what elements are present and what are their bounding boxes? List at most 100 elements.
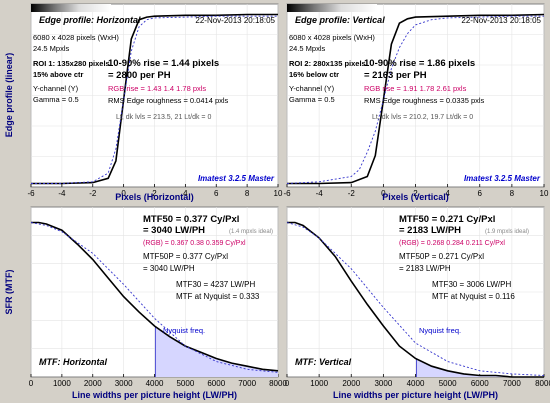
imatest-watermark: Imatest 3.2.5 Master	[198, 174, 275, 183]
y-axis-label-edge: Edge profile (linear)	[4, 53, 14, 138]
image-size: 6080 x 4028 pixels (WxH)	[33, 33, 119, 42]
tick-label: -6	[27, 189, 35, 198]
timestamp: 22-Nov-2013 20:18:05	[195, 16, 275, 25]
tick-label: -2	[348, 189, 356, 198]
nyquist-label: Nyquist freq.	[419, 326, 461, 335]
edge-gradient-strip	[31, 4, 111, 12]
series-ideal	[30, 222, 279, 373]
imatest-watermark: Imatest 3.2.5 Master	[464, 174, 541, 183]
tick-label: 4	[445, 189, 450, 198]
mtf30-value: MTF30 = 4237 LW/PH	[176, 280, 255, 289]
rgb-rise: RGB rise = 1.91 1.78 2.61 pxls	[364, 84, 467, 93]
tick-label: 6	[478, 189, 483, 198]
mtf30-value: MTF30 = 3006 LW/PH	[432, 280, 511, 289]
tick-label: 8	[510, 189, 515, 198]
gamma: Gamma = 0.5	[289, 95, 335, 104]
nyquist-label: Nyquist freq.	[163, 326, 205, 335]
mtf50-lwph: = 2183 LW/PH	[399, 225, 461, 236]
rise-value: 10-90% rise = 1.44 pixels	[108, 58, 219, 69]
tick-label: -6	[283, 189, 291, 198]
tick-label: 6	[214, 189, 219, 198]
panel-title: Edge profile: Vertical	[295, 15, 385, 25]
series-measured	[31, 221, 279, 372]
tick-label: 7000	[503, 379, 521, 388]
mtf50p-value: MTF50P = 0.271 Cy/Pxl	[399, 252, 484, 261]
x-axis-label: Pixels (Horizontal)	[115, 192, 194, 202]
image-size: 6080 x 4028 pixels (WxH)	[289, 33, 375, 42]
tick-label: 2	[413, 189, 418, 198]
timestamp: 22-Nov-2013 20:18:05	[461, 16, 541, 25]
edge-gradient-strip	[287, 4, 377, 12]
mtf-at-nyquist: MTF at Nyquist = 0.116	[432, 292, 515, 301]
x-axis-label: Pixels (Vertical)	[382, 192, 449, 202]
gamma: Gamma = 0.5	[33, 95, 79, 104]
tick-label: -4	[58, 189, 66, 198]
tick-label: 2000	[342, 379, 360, 388]
series-measured	[31, 13, 278, 185]
series-ideal	[31, 15, 278, 184]
rise-value: 10-90% rise = 1.86 pixels	[364, 58, 475, 69]
rise-per-ph: = 2163 per PH	[364, 70, 427, 81]
nyquist-region	[416, 358, 544, 377]
tick-label: 6000	[471, 379, 489, 388]
tick-label: 8	[245, 189, 250, 198]
tick-label: 0	[285, 379, 290, 388]
tick-label: 1000	[53, 379, 71, 388]
mtf50p-value: MTF50P = 0.377 Cy/Pxl	[143, 252, 228, 261]
tick-label: 4000	[407, 379, 425, 388]
roi-position: 15% above ctr	[33, 70, 84, 79]
x-axis-label: Line widths per picture height (LW/PH)	[72, 390, 237, 400]
tick-label: 0	[381, 189, 386, 198]
nyquist-region	[155, 326, 278, 377]
panel-mtf_v: 0 1000 2000 3000 4000 5000 6000 7000 8000	[285, 206, 550, 388]
tick-label: -2	[89, 189, 97, 198]
roi-size: ROI 1: 135x280 pixels	[33, 59, 110, 68]
tick-label: 3000	[115, 379, 133, 388]
tick-label: 2000	[84, 379, 102, 388]
tick-label: 1000	[310, 379, 328, 388]
tick-label: 6000	[207, 379, 225, 388]
channel: Y-channel (Y)	[289, 84, 335, 93]
roi-position: 16% below ctr	[289, 70, 339, 79]
mtf50-value: MTF50 = 0.271 Cy/Pxl	[399, 214, 495, 225]
tick-label: 7000	[238, 379, 256, 388]
tick-label: 8000	[269, 379, 287, 388]
mtf-at-nyquist: MTF at Nyquist = 0.333	[176, 292, 260, 301]
tick-label: 10	[274, 189, 283, 198]
panel-edge_h: -6 -4 -2 0 2 4 6 8 10	[27, 3, 283, 198]
tick-label: 4000	[146, 379, 164, 388]
roi-size: ROI 2: 280x135 pixels	[289, 59, 366, 68]
series-measured	[287, 13, 545, 185]
ideal-note: (1.4 mpxls ideal)	[229, 229, 273, 235]
levels: Lt, dk lvls = 213.5, 21 Lt/dk = 0	[116, 114, 211, 121]
mtf50-rgb: (RGB) = 0.268 0.284 0.211 Cy/Pxl	[399, 240, 505, 247]
mtf50-rgb: (RGB) = 0.367 0.38 0.359 Cy/Pxl	[143, 240, 246, 247]
mtf-panel-label: MTF: Horizontal	[39, 357, 107, 367]
ideal-note: (1.9 mpxls ideal)	[485, 229, 529, 235]
y-axis-label-mtf: SFR (MTF)	[4, 270, 14, 315]
panel-edge_v: -6 -4 -2 0 2 4 6 8 10	[283, 3, 549, 198]
rise-per-ph: = 2800 per PH	[108, 70, 171, 81]
series-ideal	[286, 222, 545, 376]
mtf50-lwph: = 3040 LW/PH	[143, 225, 205, 236]
panel-title: Edge profile: Horizontal	[39, 15, 141, 25]
panel-mtf_h: 0 1000 2000 3000 4000 5000 6000 7000 8000	[29, 206, 287, 388]
tick-label: -4	[316, 189, 324, 198]
megapixels: 24.5 Mpxls	[289, 44, 326, 53]
tick-label: 5000	[176, 379, 194, 388]
megapixels: 24.5 Mpxls	[33, 44, 70, 53]
tick-label: 2	[152, 189, 157, 198]
tick-label: 4	[183, 189, 188, 198]
tick-label: 8000	[535, 379, 550, 388]
mtf50p-lwph: = 2183 LW/PH	[399, 264, 451, 273]
tick-label: 5000	[439, 379, 457, 388]
mtf50p-lwph: = 3040 LW/PH	[143, 264, 195, 273]
tick-label: 0	[29, 379, 34, 388]
rms-roughness: RMS Edge roughness = 0.0335 pxls	[364, 96, 485, 105]
tick-label: 3000	[374, 379, 392, 388]
series-ideal	[286, 15, 544, 184]
channel: Y-channel (Y)	[33, 84, 79, 93]
rgb-rise: RGB rise = 1.43 1.4 1.78 pxls	[108, 84, 206, 93]
mtf50-value: MTF50 = 0.377 Cy/Pxl	[143, 214, 239, 225]
